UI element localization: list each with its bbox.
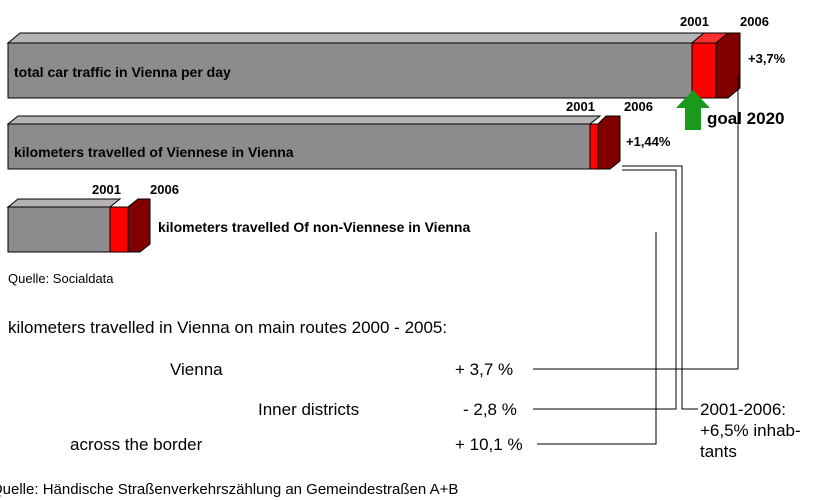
route-label: across the border [70,435,203,454]
note-line: tants [700,442,737,461]
source: Quelle: Händische Straßenverkehrszählung… [0,481,458,498]
bar-non-viennese [6,198,151,253]
bar-label: total car traffic in Vienna per day [14,64,231,80]
goal-arrow [676,90,710,130]
bar-viennese [6,115,621,170]
change: +1,44% [626,134,671,149]
route-value: + 3,7 % [455,360,513,379]
route-label: Vienna [170,360,223,379]
note-line: +6,5% inhab- [700,421,801,440]
route-value: + 10,1 % [455,435,523,454]
year-start: 2001 [566,99,595,114]
note-line: 2001-2006: [700,400,786,419]
connector [537,232,657,445]
connector [622,165,698,410]
connector [533,75,739,370]
year-start: 2001 [92,182,121,197]
source: Quelle: Socialdata [8,271,114,286]
year-end: 2006 [624,99,653,114]
year-start: 2001 [680,14,709,29]
goal-label: goal 2020 [707,109,785,128]
route-label: Inner districts [258,400,359,419]
year-end: 2006 [150,182,179,197]
bar-total-traffic [6,32,741,99]
route-value: - 2,8 % [463,400,517,419]
year-end: 2006 [740,14,769,29]
bar-label: kilometers travelled Of non-Viennese in … [158,219,470,235]
routes-title: kilometers travelled in Vienna on main r… [8,318,447,337]
bar-label: kilometers travelled of Viennese in Vien… [14,144,294,160]
change: +3,7% [748,51,786,66]
inhabitants-note: 2001-2006: +6,5% inhab- tants [700,400,805,461]
connector [533,169,677,410]
